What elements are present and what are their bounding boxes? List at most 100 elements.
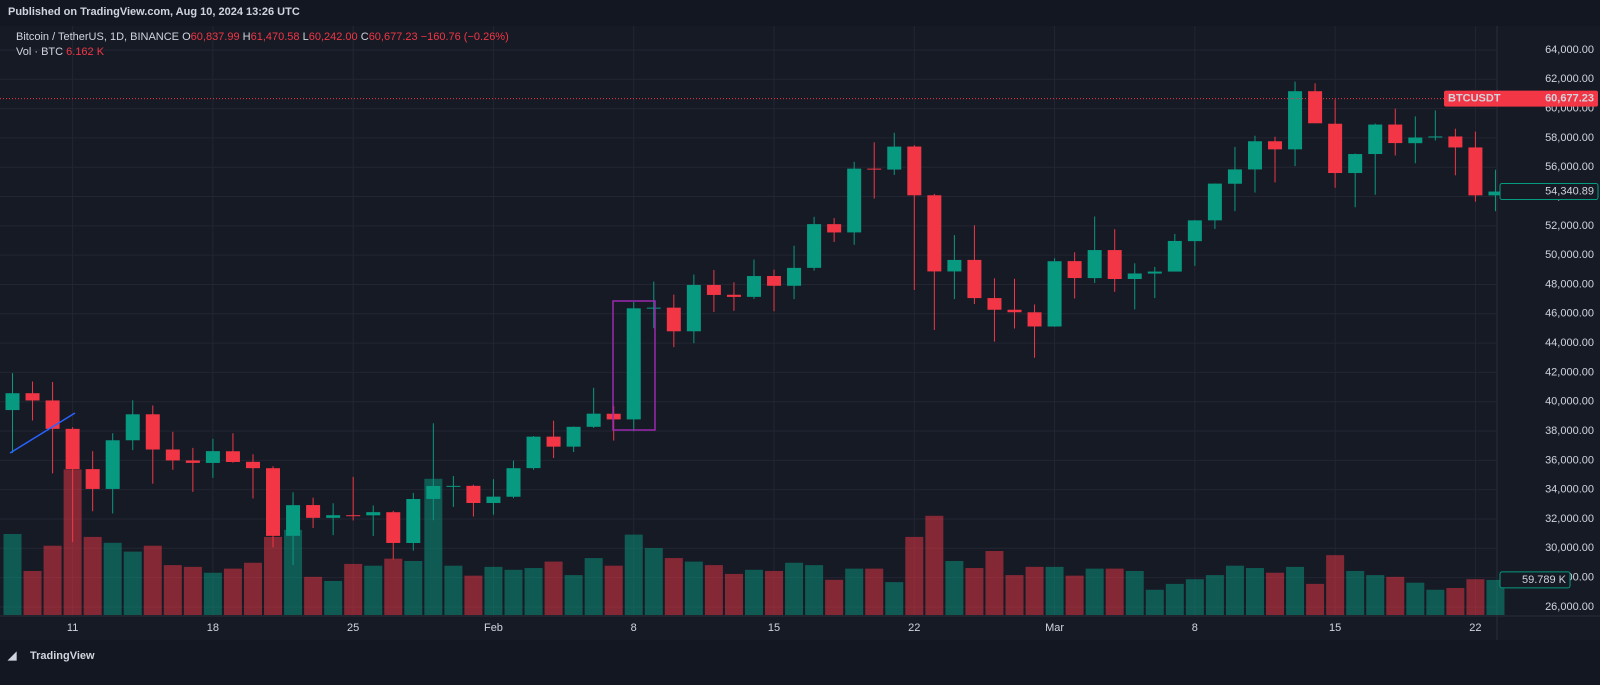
volume-bar [704, 565, 723, 615]
candle-body [386, 512, 401, 543]
candle-body [987, 298, 1002, 310]
candle-body [1247, 141, 1262, 170]
candle-body [947, 259, 962, 272]
candle-body [286, 505, 301, 536]
candle-body [1047, 261, 1062, 327]
y-tick-label: 36,000.00 [1545, 454, 1594, 466]
volume-bar [825, 579, 844, 615]
volume-bar [624, 534, 643, 615]
candle-body [706, 284, 721, 295]
volume-bar [1326, 555, 1345, 615]
x-tick-label: 15 [1329, 622, 1341, 634]
candle-body [726, 294, 741, 297]
volume-bar [584, 558, 603, 615]
volume-bar [123, 551, 142, 615]
y-tick-label: 26,000.00 [1545, 601, 1594, 613]
candle-body [887, 146, 902, 170]
volume-bar [1386, 576, 1405, 615]
volume-bar [765, 570, 784, 615]
candle-body [847, 168, 862, 233]
volume-bar [604, 565, 623, 615]
candle-body [566, 426, 581, 447]
volume-bar [464, 575, 483, 615]
volume-bar [203, 572, 222, 615]
h: 61,470.58 [251, 31, 300, 43]
volume-bar [344, 563, 363, 615]
volume-bar [785, 562, 804, 615]
candle-body [927, 195, 942, 272]
price-badge-label: 60,677.23 [1545, 93, 1594, 105]
y-tick-label: 56,000.00 [1545, 161, 1594, 173]
candle-body [426, 485, 441, 499]
volume-bar [1185, 579, 1204, 615]
volume-bar [163, 565, 182, 615]
close-badge [1499, 183, 1599, 201]
volume-bar [1145, 589, 1164, 615]
overlay: 26,000.0028,000.0030,000.0032,000.0034,0… [0, 44, 1599, 634]
candle-body [546, 436, 561, 447]
y-tick-label: 62,000.00 [1545, 73, 1594, 85]
vol: 6.162 K [66, 46, 105, 58]
o: 60,837.99 [191, 31, 240, 43]
candle-body [1428, 136, 1443, 138]
volume-bar [524, 568, 543, 615]
volume-bar [1306, 583, 1325, 615]
change: −160.76 (−0.26%) [421, 31, 509, 43]
volume-bar [444, 565, 463, 615]
candle-body [1348, 154, 1363, 174]
volume-bar [1446, 587, 1465, 615]
candle-body [125, 414, 140, 441]
candle-body [45, 400, 60, 429]
candle-body [807, 224, 822, 268]
volume-bar [1025, 566, 1044, 615]
volume-bar [1406, 582, 1425, 615]
candle-body [1167, 240, 1182, 272]
candle-body [1448, 136, 1463, 148]
candle-body [145, 414, 160, 450]
volume-bar [1266, 572, 1285, 615]
volume-bar [965, 568, 984, 615]
candle-body [1488, 191, 1503, 196]
y-tick-label: 38,000.00 [1545, 425, 1594, 437]
y-tick-label: 48,000.00 [1545, 278, 1594, 290]
volume-bar [1466, 579, 1485, 615]
volume-bar [744, 569, 763, 615]
candle-body [626, 308, 641, 420]
x-tick-label: 18 [207, 622, 219, 634]
volume-bar [484, 566, 503, 615]
volume-bar [544, 561, 563, 615]
y-tick-label: 64,000.00 [1545, 44, 1594, 56]
candle-body [1067, 261, 1082, 279]
volume-bar [23, 570, 42, 615]
volume-bar [644, 548, 663, 615]
volume-bar [364, 565, 383, 615]
volume-bar [1125, 570, 1144, 615]
candle-body [1308, 91, 1323, 124]
candle-body [506, 468, 521, 497]
y-tick-label: 30,000.00 [1545, 542, 1594, 554]
highlight-box [612, 300, 656, 431]
volume-bar [1486, 579, 1505, 615]
x-tick-label: 22 [1469, 622, 1481, 634]
close-badge-label: 54,340.89 [1545, 185, 1594, 197]
candle-body [1468, 147, 1483, 196]
volume-bar [1286, 566, 1305, 615]
candle-body [1127, 273, 1142, 280]
trend-line [9, 412, 76, 454]
volume-bar [63, 469, 82, 615]
o-key: O [182, 31, 191, 43]
candle-body [646, 307, 661, 309]
volume-bar [284, 529, 303, 615]
volume-bar [504, 569, 523, 615]
l-key: L [303, 31, 309, 43]
volume-bar [1245, 568, 1264, 615]
volume-bar [404, 560, 423, 615]
candle-body [1328, 123, 1343, 174]
volume-bar [103, 542, 122, 615]
x-tick-label: 11 [67, 622, 78, 634]
volume-bar [264, 536, 283, 615]
volume-bar [865, 568, 884, 615]
y-tick-label: 58,000.00 [1545, 132, 1594, 144]
